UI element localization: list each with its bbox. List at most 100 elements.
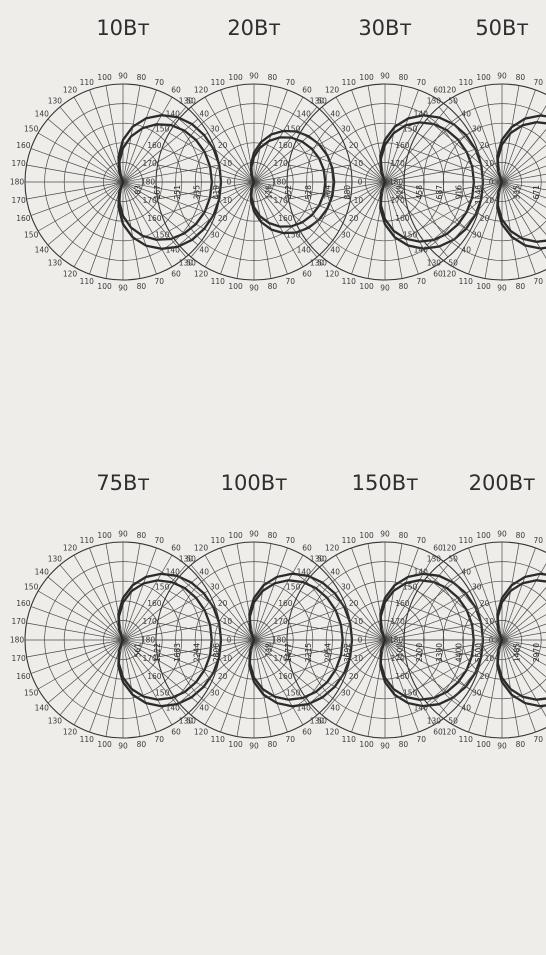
grid-spoke	[384, 564, 449, 641]
grid-spoke	[73, 554, 124, 641]
power-title: 10Вт	[96, 16, 149, 40]
grid-spoke	[384, 181, 435, 268]
angle-label: 60	[433, 269, 443, 278]
ring-value-label: 4400	[454, 643, 463, 662]
angle-label: 30	[341, 231, 351, 240]
grid-spoke	[501, 105, 546, 183]
angle-label: 110	[342, 277, 357, 286]
grid-spoke	[253, 181, 318, 258]
angle-label: 90	[497, 742, 507, 751]
angle-label: 40	[330, 246, 340, 255]
angle-label: 110	[459, 735, 474, 744]
grid-spoke	[384, 547, 419, 641]
angle-label: 10	[223, 196, 233, 205]
power-title: 100Вт	[221, 471, 288, 495]
grid-spoke	[335, 181, 386, 268]
grid-spoke	[501, 181, 536, 275]
angle-label: 170	[273, 617, 288, 626]
grid-spoke	[426, 639, 503, 704]
angle-label: 80	[399, 282, 409, 291]
angle-label: 110	[459, 78, 474, 87]
angle-label: 120	[325, 544, 340, 553]
angle-label: 50	[317, 554, 327, 563]
angle-label: 130	[310, 717, 325, 726]
grid-spoke	[122, 590, 209, 641]
grid-spoke	[253, 181, 304, 268]
angle-label: 150	[24, 125, 39, 134]
angle-label: 110	[342, 735, 357, 744]
angle-label: 150	[155, 689, 170, 698]
angle-label: 140	[297, 109, 312, 118]
grid-spoke	[335, 554, 386, 641]
grid-spoke	[59, 639, 124, 716]
angle-label: 150	[24, 689, 39, 698]
angle-label: 20	[349, 599, 359, 608]
grid-spoke	[468, 181, 503, 275]
angle-label: 80	[268, 740, 278, 749]
grid-spoke	[501, 623, 546, 641]
angle-label: 160	[16, 672, 31, 681]
angle-label: 60	[171, 727, 181, 736]
grid-spoke	[409, 148, 503, 183]
angle-label: 140	[166, 704, 181, 713]
angle-label: 100	[359, 73, 374, 82]
angle-label: 30	[341, 125, 351, 134]
grid-spoke	[288, 181, 386, 200]
ring-value-label: 83	[134, 185, 143, 195]
angle-label: 30	[210, 125, 220, 134]
grid-spoke	[501, 144, 546, 183]
angle-label: 140	[414, 109, 429, 118]
angle-label: 40	[461, 567, 471, 576]
angle-label: 70	[416, 735, 426, 744]
angle-label: 180	[141, 178, 156, 187]
angle-label: 20	[349, 214, 359, 223]
grid-spoke	[292, 181, 386, 216]
polar-diagram-7: 0102030405060708090100110120130140150160…	[389, 471, 546, 751]
angle-label: 60	[302, 727, 312, 736]
grid-spoke	[89, 181, 124, 275]
grid-spoke	[452, 181, 503, 268]
grid-spoke	[253, 606, 347, 641]
angle-label: 80	[516, 73, 526, 82]
grid-spoke	[178, 118, 255, 183]
grid-spoke	[321, 106, 386, 183]
angle-label: 90	[380, 530, 390, 539]
angle-label: 10	[354, 159, 364, 168]
angle-label: 160	[278, 141, 293, 150]
grid-spoke	[416, 181, 503, 232]
angle-label: 80	[399, 531, 409, 540]
grid-spoke	[409, 181, 503, 216]
angle-label: 160	[147, 672, 162, 681]
angle-label: 170	[142, 196, 157, 205]
angle-label: 40	[199, 704, 209, 713]
grid-spoke	[309, 181, 386, 246]
angle-label: 80	[137, 73, 147, 82]
angle-label: 70	[154, 277, 164, 286]
angle-label: 150	[286, 689, 301, 698]
grid-spoke	[426, 181, 503, 246]
grid-spoke	[351, 181, 386, 275]
grid-spoke	[190, 564, 255, 641]
angle-label: 100	[97, 531, 112, 540]
angle-label: 130	[427, 554, 442, 563]
grid-spoke	[253, 181, 351, 200]
grid-spoke	[30, 639, 124, 674]
grid-spoke	[309, 576, 386, 641]
angle-label: 20	[480, 214, 490, 223]
grid-spoke	[30, 606, 124, 641]
grid-spoke	[299, 181, 386, 232]
angle-label: 80	[137, 282, 147, 291]
angle-label: 110	[211, 735, 226, 744]
angle-label: 160	[278, 214, 293, 223]
angle-label: 100	[359, 740, 374, 749]
grid-spoke	[122, 181, 173, 268]
angle-label: 110	[211, 536, 226, 545]
grid-spoke	[501, 547, 536, 641]
angle-label: 60	[302, 544, 312, 553]
grid-spoke	[384, 639, 449, 716]
angle-label: 20	[218, 599, 228, 608]
angle-label: 50	[317, 259, 327, 268]
grid-spoke	[89, 89, 124, 183]
angle-label: 100	[97, 282, 112, 291]
ring-value-label: 671	[532, 185, 541, 200]
